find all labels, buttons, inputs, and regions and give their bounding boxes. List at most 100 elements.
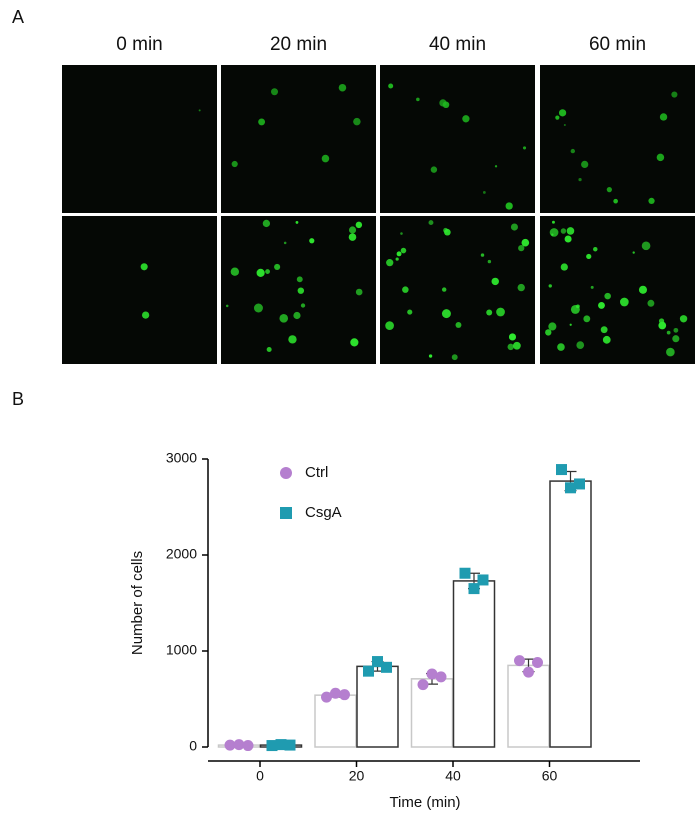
cell (288, 335, 297, 344)
cell (491, 277, 499, 286)
cell (141, 311, 150, 319)
cell (619, 297, 629, 307)
cell (560, 228, 567, 234)
cell (641, 241, 651, 251)
cell (604, 292, 611, 300)
legend-marker (280, 507, 292, 519)
cell (400, 247, 407, 254)
y-tick-label: 2000 (166, 546, 197, 562)
cell (560, 263, 568, 271)
cell (518, 244, 525, 252)
cell (428, 354, 433, 358)
cell (632, 251, 635, 254)
cell (666, 330, 671, 335)
micrograph (62, 216, 217, 364)
data-point (514, 655, 525, 667)
cell (671, 91, 678, 98)
data-point (574, 478, 585, 490)
cell (517, 283, 525, 292)
cell (350, 338, 359, 347)
bar (356, 665, 399, 748)
cell (225, 304, 229, 308)
cell (295, 220, 299, 224)
panel-label: A (12, 7, 24, 27)
cell (581, 160, 589, 169)
y-tick-label: 3000 (166, 450, 197, 466)
cell (679, 315, 688, 323)
cell (265, 269, 270, 274)
micrograph (540, 65, 695, 213)
cell (666, 347, 675, 357)
cell (570, 304, 580, 314)
cell (279, 314, 289, 323)
cell (487, 259, 492, 264)
cell (348, 233, 357, 241)
cell (262, 219, 271, 228)
cell (297, 287, 305, 294)
cell (593, 246, 598, 252)
cell (441, 287, 447, 292)
cell (513, 341, 521, 350)
cell (563, 124, 566, 127)
cell (386, 259, 394, 267)
cell (296, 276, 303, 283)
data-point (381, 661, 392, 673)
bar (410, 678, 454, 748)
cell (355, 221, 363, 229)
cell (576, 341, 585, 349)
data-point (233, 739, 245, 751)
cell (385, 321, 394, 330)
cell (395, 257, 399, 261)
data-point (266, 740, 278, 752)
data-point (284, 739, 296, 751)
cell (271, 88, 279, 96)
cell (309, 238, 315, 244)
data-point (224, 739, 236, 751)
cell (266, 346, 272, 352)
bar (549, 480, 592, 748)
cell (564, 235, 572, 243)
data-point (321, 691, 332, 703)
data-point (330, 687, 341, 699)
cell (441, 309, 451, 319)
cell (555, 115, 560, 120)
cell (258, 118, 266, 126)
cell (494, 165, 498, 168)
data-point (435, 671, 447, 683)
cell (508, 333, 517, 341)
y-tick-label: 0 (189, 738, 197, 754)
cell (507, 343, 514, 351)
data-point (363, 665, 374, 677)
cell (407, 309, 413, 315)
x-tick-label: 20 (349, 768, 365, 784)
column-label: 0 min (116, 34, 162, 55)
cell (253, 303, 263, 313)
cell (521, 238, 530, 247)
micrographs (62, 65, 695, 364)
cell (230, 267, 240, 276)
cell (400, 232, 403, 235)
data-point (372, 656, 383, 668)
cell (551, 233, 554, 236)
cell (293, 311, 301, 320)
cell (638, 285, 648, 294)
data-point (426, 668, 438, 680)
micrograph (540, 216, 695, 364)
cell (613, 198, 618, 204)
x-tick-label: 60 (542, 768, 558, 784)
cell (552, 220, 555, 224)
data-point (477, 574, 489, 586)
cell (583, 315, 591, 323)
x-axis-label: Time (min) (389, 794, 460, 811)
bar (314, 694, 357, 748)
cell (647, 299, 655, 307)
cell (522, 146, 527, 150)
data-point (532, 657, 543, 669)
cell (388, 83, 394, 89)
cell (140, 263, 148, 271)
cell (451, 354, 458, 361)
cell (659, 113, 668, 121)
data-point (556, 464, 567, 476)
cell (548, 284, 552, 288)
cell (549, 228, 559, 237)
